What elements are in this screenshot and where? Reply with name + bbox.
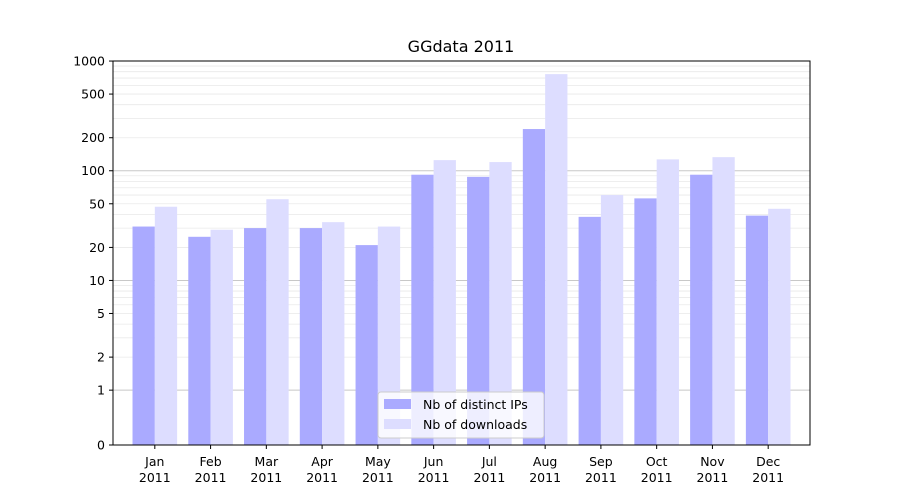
y-tick-label: 200 xyxy=(81,130,105,145)
bar-distinct-ips xyxy=(690,174,713,445)
x-tick-label-month: Dec xyxy=(756,454,780,469)
x-tick-label-month: Nov xyxy=(700,454,725,469)
legend: Nb of distinct IPs Nb of downloads xyxy=(377,391,545,439)
x-tick-label-month: Feb xyxy=(200,454,222,469)
y-tick-label: 20 xyxy=(89,240,105,255)
axes: 01251020501002005001000Jan2011Feb2011Mar… xyxy=(73,54,811,485)
bar-downloads xyxy=(600,195,624,445)
bar-distinct-ips xyxy=(355,245,378,445)
y-tick-label: 1000 xyxy=(73,54,105,69)
x-tick-label-year: 2011 xyxy=(529,470,561,485)
bars xyxy=(132,74,791,446)
bar-downloads xyxy=(545,74,568,446)
y-tick-label: 5 xyxy=(97,306,105,321)
bar-distinct-ips xyxy=(467,176,490,445)
y-tick-label: 10 xyxy=(89,273,105,288)
bar-downloads xyxy=(322,222,345,445)
x-tick-label-month: Apr xyxy=(311,454,333,469)
plot-frame xyxy=(112,60,811,446)
bar-distinct-ips xyxy=(244,228,267,445)
y-tick-label: 0 xyxy=(97,438,105,453)
x-tick-label-year: 2011 xyxy=(585,470,617,485)
legend-label: Nb of downloads xyxy=(423,417,527,432)
y-tick-label: 100 xyxy=(81,163,105,178)
bar-downloads xyxy=(154,206,178,445)
x-tick-label-month: Jul xyxy=(481,454,497,469)
bar-distinct-ips xyxy=(522,129,546,445)
bar-downloads xyxy=(489,162,512,445)
y-tick-label: 2 xyxy=(97,350,105,365)
x-tick-label-month: May xyxy=(365,454,391,469)
legend-label: Nb of distinct IPs xyxy=(423,397,528,412)
legend-box xyxy=(377,391,545,439)
legend-swatch xyxy=(384,419,411,429)
x-tick-label-year: 2011 xyxy=(306,470,338,485)
bar-downloads xyxy=(433,160,456,446)
bar-distinct-ips xyxy=(132,226,155,445)
x-tick-label-year: 2011 xyxy=(697,470,729,485)
x-tick-label-year: 2011 xyxy=(139,470,171,485)
bar-downloads xyxy=(377,226,401,445)
bar-distinct-ips xyxy=(188,236,211,445)
y-tick-label: 50 xyxy=(89,196,105,211)
x-tick-label-month: Jan xyxy=(144,454,164,469)
bar-distinct-ips xyxy=(745,215,769,445)
bar-distinct-ips xyxy=(299,228,323,445)
bar-distinct-ips xyxy=(411,174,434,445)
x-tick-label-year: 2011 xyxy=(641,470,673,485)
chart-title: GGdata 2011 xyxy=(408,37,515,56)
x-tick-label-month: Oct xyxy=(646,454,668,469)
x-tick-label-year: 2011 xyxy=(250,470,282,485)
bar-downloads xyxy=(210,229,233,445)
x-tick-label-month: Aug xyxy=(533,454,557,469)
x-tick-label-year: 2011 xyxy=(362,470,394,485)
x-tick-label-year: 2011 xyxy=(418,470,450,485)
x-tick-label-month: Sep xyxy=(589,454,613,469)
x-tick-label-month: Jun xyxy=(423,454,444,469)
bar-distinct-ips xyxy=(578,216,601,445)
bar-downloads xyxy=(768,208,791,445)
x-tick-label-month: Mar xyxy=(255,454,279,469)
x-tick-label-year: 2011 xyxy=(752,470,784,485)
y-tick-label: 500 xyxy=(81,87,105,102)
x-tick-label-year: 2011 xyxy=(473,470,505,485)
bar-distinct-ips xyxy=(634,198,657,445)
y-tick-label: 1 xyxy=(97,383,105,398)
bar-downloads xyxy=(712,157,735,445)
bar-downloads xyxy=(266,199,289,445)
bar-downloads xyxy=(656,159,679,445)
legend-swatch xyxy=(384,399,411,409)
x-tick-label-year: 2011 xyxy=(195,470,227,485)
